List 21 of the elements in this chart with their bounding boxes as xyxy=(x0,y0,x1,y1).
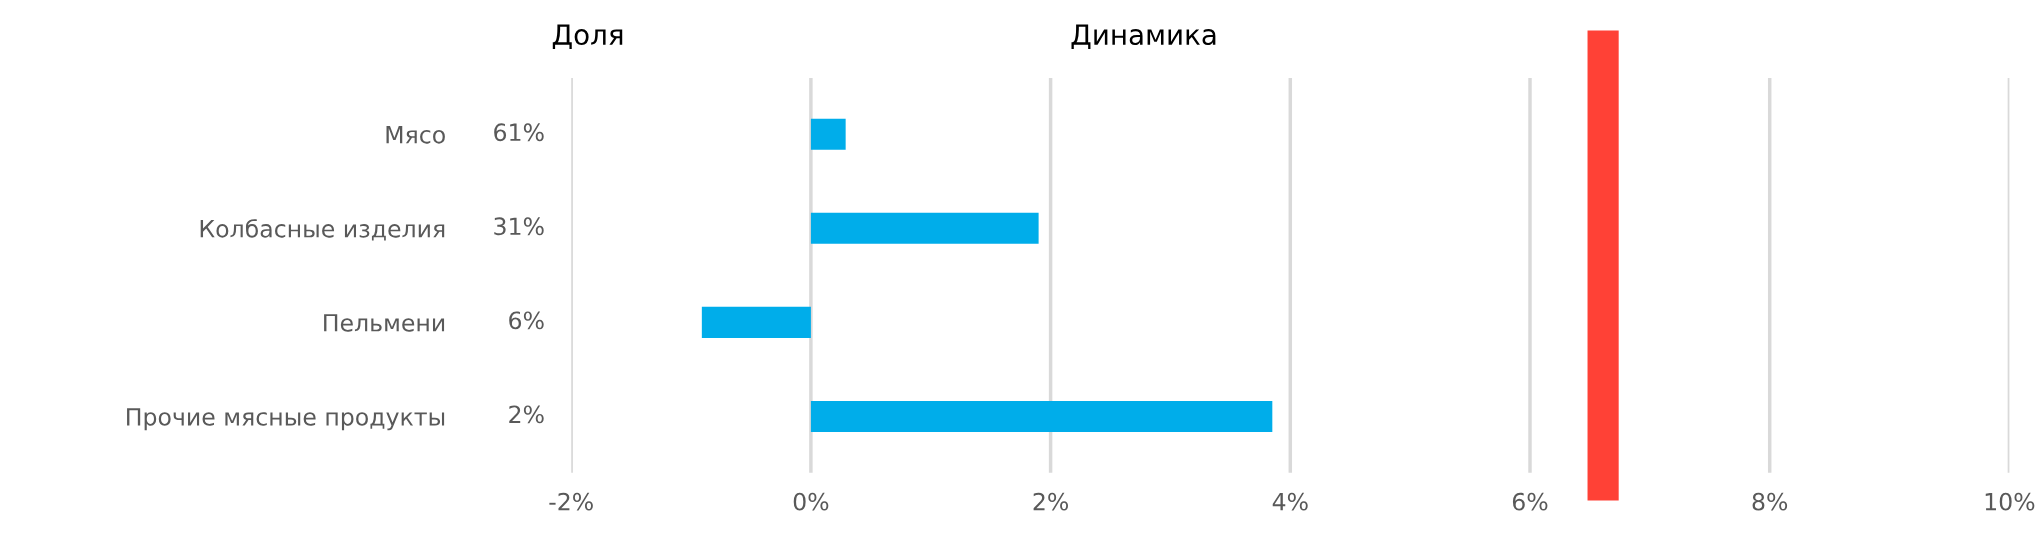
bar xyxy=(810,118,846,150)
x-tick-label: 4% xyxy=(1272,492,1308,511)
bar xyxy=(810,212,1039,244)
text: Доля xyxy=(552,24,623,50)
text: 2% xyxy=(509,405,544,424)
x-tick-label: 8% xyxy=(1752,492,1788,511)
x-tick-label: 6% xyxy=(1512,492,1548,511)
text: 6% xyxy=(509,311,544,330)
chart-title: Динамика xyxy=(1071,24,1216,50)
y-tick-label: Мясо xyxy=(386,126,445,144)
x-tick-label: 10% xyxy=(1985,492,2035,511)
y-tick-label: Пельмени xyxy=(324,314,445,332)
text: 31% xyxy=(494,217,544,236)
x-tick-label: 2% xyxy=(1033,492,1069,511)
y-tick-label: Прочие мясные продукты xyxy=(127,408,445,431)
x-tick-label: -2% xyxy=(549,492,593,511)
x-tick-label: 0% xyxy=(793,492,829,511)
y-tick-label: Колбасные изделия xyxy=(200,218,445,241)
text: 61% xyxy=(494,123,544,142)
bar xyxy=(701,306,811,338)
bar xyxy=(810,400,1273,432)
